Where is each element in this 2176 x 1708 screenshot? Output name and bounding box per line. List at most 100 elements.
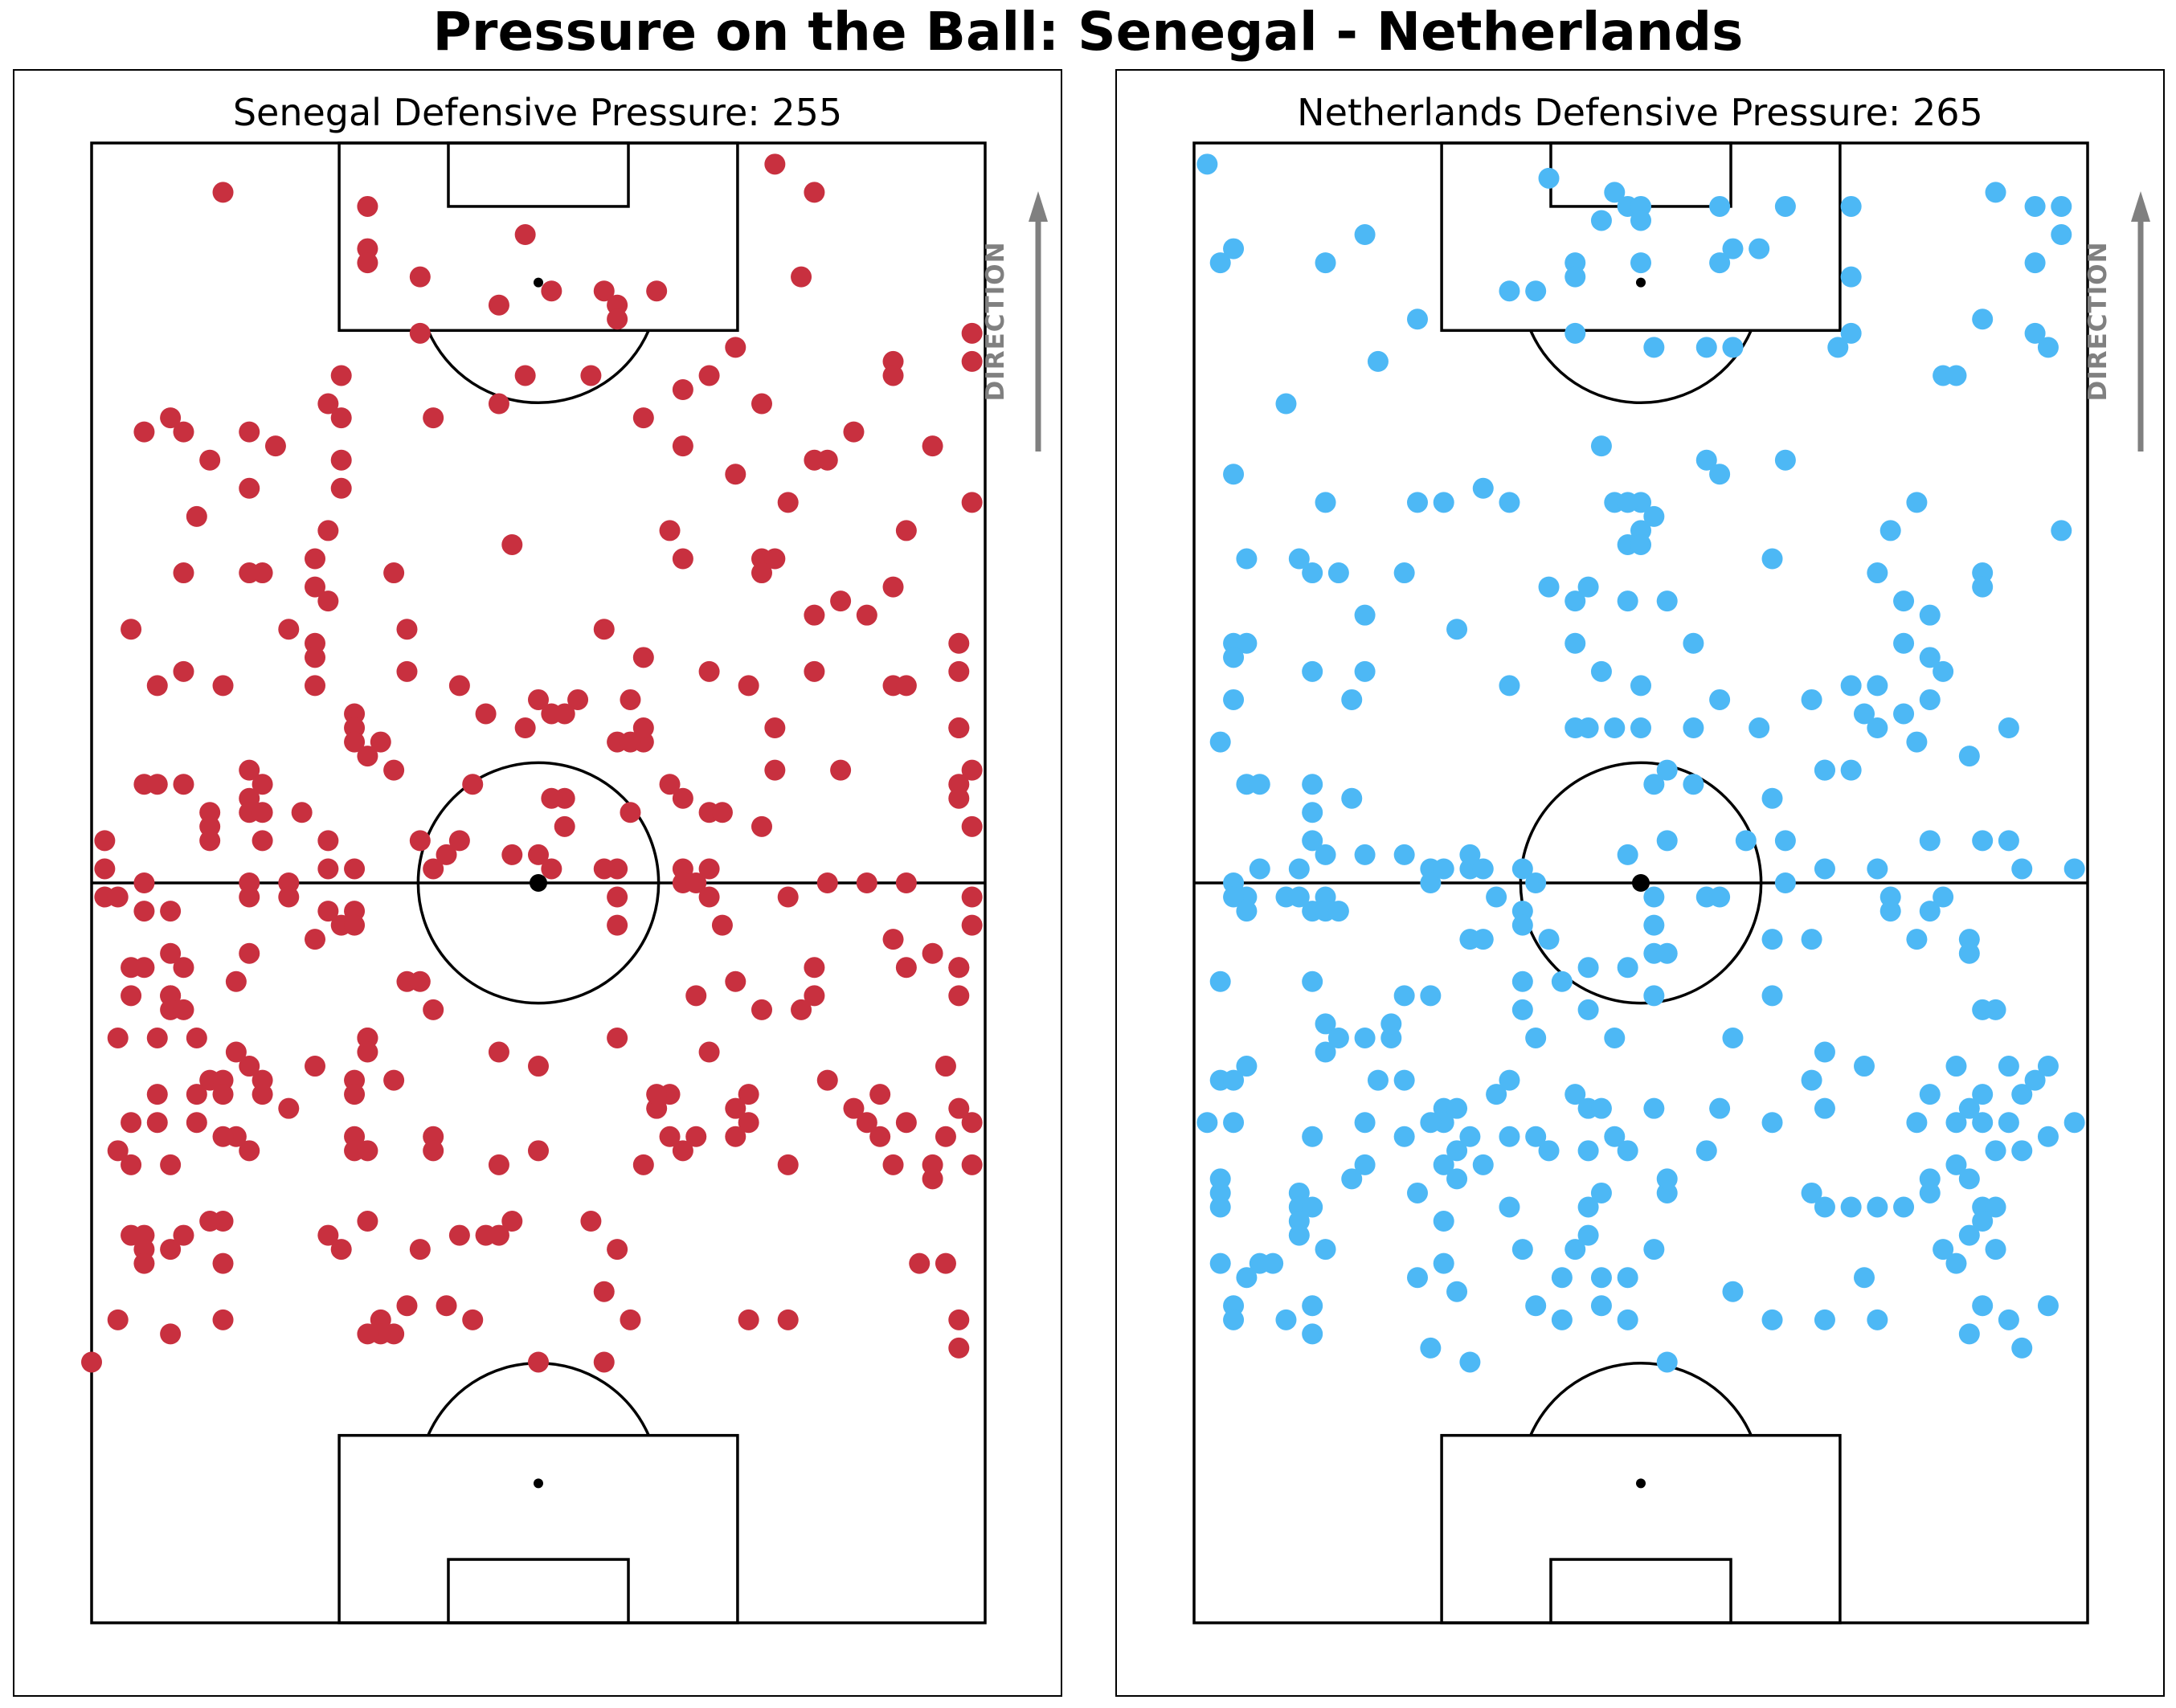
senegal-pressure-point <box>632 1154 654 1175</box>
netherlands-pressure-point <box>1209 731 1231 753</box>
senegal-pressure-point <box>199 830 221 852</box>
direction-arrow-head <box>1029 191 1048 222</box>
netherlands-pressure-point <box>1249 774 1270 795</box>
netherlands-pressure-point <box>2037 1126 2059 1147</box>
netherlands-pressure-point <box>1801 1182 1822 1203</box>
netherlands-pressure-point <box>1985 1239 2006 1261</box>
senegal-pressure-point <box>593 1351 615 1373</box>
netherlands-pressure-point <box>1538 167 1560 189</box>
senegal-pressure-point <box>317 1224 339 1246</box>
senegal-panel-title: Senegal Defensive Pressure: 255 <box>232 91 843 134</box>
senegal-pressure-point <box>317 830 339 852</box>
netherlands-pressure-point <box>1933 1239 1954 1261</box>
senegal-pressure-point <box>305 1056 325 1077</box>
senegal-pressure-point <box>804 604 825 626</box>
netherlands-pressure-point <box>1774 195 1796 217</box>
senegal-pressure-point <box>804 985 825 1007</box>
netherlands-pressure-point <box>1656 590 1678 612</box>
senegal-pressure-point <box>330 365 352 386</box>
senegal-pressure-point <box>751 815 772 837</box>
netherlands-pressure-point <box>1958 1168 1980 1190</box>
senegal-pressure-point <box>895 1112 917 1134</box>
senegal-pressure-point <box>961 1112 983 1134</box>
senegal-pressure-point <box>685 872 707 893</box>
senegal-pressure-point <box>278 886 300 908</box>
senegal-pressure-point <box>107 1309 129 1330</box>
senegal-pressure-point <box>173 957 194 979</box>
senegal-pressure-point <box>607 886 628 908</box>
netherlands-pressure-point <box>1854 703 1875 725</box>
netherlands-pressure-point <box>1341 1168 1363 1190</box>
senegal-pressure-point <box>830 759 852 781</box>
senegal-pressure-point <box>317 393 339 415</box>
senegal-pressure-point <box>239 759 260 781</box>
netherlands-pressure-point <box>1288 858 1310 880</box>
netherlands-pressure-point <box>1735 830 1757 852</box>
senegal-pressure-point <box>869 1084 891 1105</box>
netherlands-pressure-point <box>1315 492 1336 513</box>
netherlands-pressure-point <box>2051 520 2072 541</box>
senegal-pressure-point <box>146 1027 168 1048</box>
senegal-pressure-point <box>173 660 194 682</box>
senegal-pressure-point <box>620 689 641 710</box>
netherlands-pressure-point <box>1933 660 1954 682</box>
senegal-pressure-point <box>738 1309 759 1330</box>
netherlands-pressure-point <box>1656 759 1678 781</box>
senegal-pressure-point <box>409 1239 431 1261</box>
senegal-pressure-point <box>843 1097 865 1119</box>
netherlands-pressure-point <box>2024 322 2046 344</box>
netherlands-pressure-point <box>1525 280 1547 302</box>
netherlands-pressure-point <box>1827 337 1849 358</box>
senegal-pressure-point <box>94 858 116 880</box>
senegal-pressure-point <box>593 1281 615 1302</box>
netherlands-pressure-point <box>1407 1182 1428 1203</box>
senegal-pressure-point <box>330 449 352 471</box>
netherlands-pressure-point <box>1761 985 1783 1007</box>
netherlands-pressure-point <box>1459 1126 1481 1147</box>
netherlands-pressure-point <box>1446 1281 1468 1302</box>
senegal-pressure-point <box>212 1309 234 1330</box>
senegal-pressure-point <box>462 774 484 795</box>
senegal-pressure-point <box>607 309 628 330</box>
netherlands-pressure-point <box>1315 1041 1336 1063</box>
senegal-pressure-point <box>199 449 221 471</box>
netherlands-pressure-point <box>2011 858 2033 880</box>
senegal-pressure-point <box>646 1084 668 1105</box>
penalty-spot-bottom <box>534 1478 543 1489</box>
netherlands-pressure-point <box>1630 717 1651 739</box>
netherlands-pressure-point <box>1998 1309 2019 1330</box>
senegal-pressure-point <box>738 1084 759 1105</box>
senegal-pressure-point <box>764 759 786 781</box>
netherlands-pressure-point <box>1840 266 1862 288</box>
senegal-pressure-point <box>725 1126 746 1147</box>
netherlands-pressure-point <box>1236 1056 1258 1077</box>
netherlands-pressure-point <box>1985 182 2006 203</box>
netherlands-pressure-point <box>1525 872 1547 893</box>
netherlands-pressure-point <box>1840 675 1862 697</box>
netherlands-pressure-point <box>2011 1084 2033 1105</box>
senegal-pressure-point <box>239 942 260 964</box>
netherlands-pressure-point <box>1840 759 1862 781</box>
netherlands-pressure-point <box>1919 647 1941 668</box>
netherlands-pressure-point <box>1709 195 1731 217</box>
direction-arrow-head <box>2131 191 2150 222</box>
netherlands-pressure-point <box>1814 1309 1835 1330</box>
netherlands-pressure-point <box>1249 858 1270 880</box>
senegal-pressure-point <box>278 619 300 640</box>
netherlands-pressure-point <box>1209 1168 1231 1190</box>
senegal-pressure-point <box>816 872 838 893</box>
senegal-pressure-point <box>160 1239 182 1261</box>
netherlands-pressure-point <box>1617 1140 1638 1162</box>
senegal-pressure-point <box>448 1224 470 1246</box>
netherlands-pressure-point <box>1814 858 1835 880</box>
netherlands-pressure-point <box>1906 929 1928 950</box>
senegal-pressure-point <box>212 1084 234 1105</box>
senegal-pressure-point <box>804 660 825 682</box>
netherlands-pressure-point <box>1643 985 1665 1007</box>
netherlands-pressure-point <box>1617 590 1638 612</box>
netherlands-pressure-point <box>1774 830 1796 852</box>
senegal-pressure-point <box>199 1211 221 1232</box>
netherlands-pressure-point <box>1893 703 1915 725</box>
senegal-pressure-point <box>330 477 352 499</box>
netherlands-pressure-point <box>1223 689 1245 710</box>
